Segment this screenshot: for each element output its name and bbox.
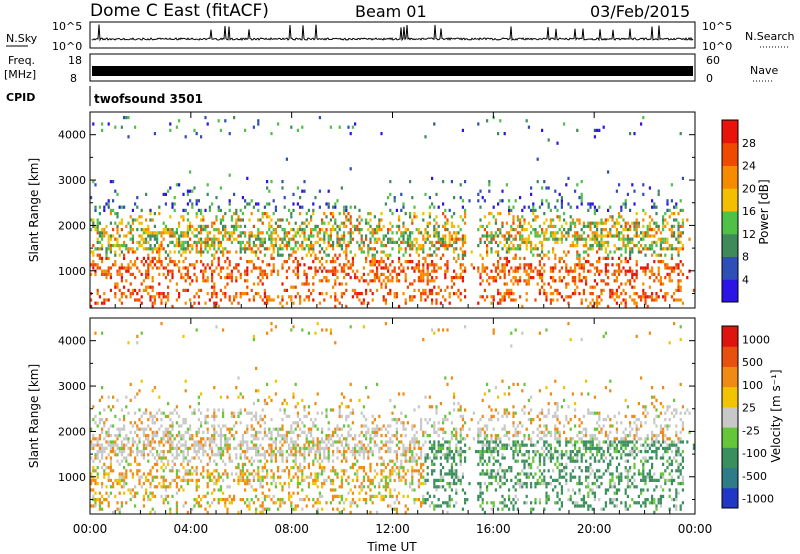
power-ylabel: Slant Range [km] xyxy=(27,158,41,262)
ytick-label-0-1: 2000 xyxy=(58,219,86,232)
colorbar-swatch-1-4 xyxy=(722,406,738,428)
colorbar-swatch-1-1 xyxy=(722,467,738,489)
freq-label: Freq. xyxy=(8,54,35,67)
colorbar-swatch-0-2 xyxy=(722,233,738,257)
colorbar-tick-0-2: 12 xyxy=(742,228,756,241)
colorbar-swatch-1-5 xyxy=(722,386,738,408)
cpid-label: CPID xyxy=(6,91,35,104)
ytick-label-1-2: 3000 xyxy=(58,380,86,393)
ytick-label-0-2: 3000 xyxy=(58,174,86,187)
colorbar-tick-0-0: 4 xyxy=(742,273,749,286)
ytick-label-0-0: 1000 xyxy=(58,265,86,278)
nave-tick-top: 60 xyxy=(706,54,720,67)
freq-unit: [MHz] xyxy=(4,68,36,81)
colorbar-tick-1-2: 100 xyxy=(742,379,763,392)
xtick-label-5: 20:00 xyxy=(577,522,612,536)
power-colorbar-label: Power [dB] xyxy=(757,179,771,244)
noise-tick-bottom-right: 10^0 xyxy=(702,40,732,53)
nave-label: Nave xyxy=(750,64,778,77)
colorbar-tick-0-3: 16 xyxy=(742,205,756,218)
colorbar-tick-0-4: 20 xyxy=(742,182,756,195)
freq-trace xyxy=(92,66,693,76)
noise-tick-top-right: 10^5 xyxy=(702,20,732,33)
colorbar-tick-1-3: 25 xyxy=(742,402,756,415)
noise-panel: N.Sky 10^5 10^0 10^5 10^0 N.Search xyxy=(6,20,795,53)
colorbar-swatch-0-6 xyxy=(722,142,738,166)
colorbar-tick-1-0: 1000 xyxy=(742,333,770,346)
velocity-ylabel: Slant Range [km] xyxy=(27,364,41,468)
colorbar-swatch-1-3 xyxy=(722,427,738,448)
colorbar-tick-1-7: -1000 xyxy=(742,493,774,506)
colorbar-swatch-1-7 xyxy=(722,346,738,367)
noise-tick-bottom-left: 10^0 xyxy=(52,40,82,53)
power-scatter-cells xyxy=(90,116,695,308)
colorbar-tick-1-6: -500 xyxy=(742,470,767,483)
xtick-label-0: 00:00 xyxy=(73,522,108,536)
time-axis: 00:00 04:00 08:00 12:00 16:00 20:00 00:00 xyxy=(73,112,713,536)
xtick-label-3: 12:00 xyxy=(375,522,410,536)
xtick-label-1: 04:00 xyxy=(174,522,209,536)
colorbar-swatch-1-2 xyxy=(722,447,738,469)
station-title: Dome C East (fitACF) xyxy=(90,1,269,21)
freq-tick-bottom: 8 xyxy=(70,72,77,85)
colorbar-tick-1-1: 500 xyxy=(742,356,763,369)
colorbar-tick-0-6: 28 xyxy=(742,137,756,150)
colorbar-swatch-0-7 xyxy=(722,120,738,144)
beam-title: Beam 01 xyxy=(355,2,427,21)
power-panel: 1000 2000 3000 4000 Slant Range [km] 4 8 12 16… xyxy=(27,111,771,309)
colorbar-swatch-0-0 xyxy=(722,279,738,303)
colorbar-tick-1-4: -25 xyxy=(742,424,760,437)
cpid-value: twofsound 3501 xyxy=(94,92,203,106)
colorbar-tick-1-5: -100 xyxy=(742,447,767,460)
colorbar-tick-0-1: 8 xyxy=(742,251,749,264)
noise-tick-top-left: 10^5 xyxy=(52,20,82,33)
velocity-panel: 1000 2000 3000 4000 Slant Range [km] 1000 50… xyxy=(27,317,783,515)
colorbar-swatch-1-6 xyxy=(722,366,738,388)
velocity-colorbar: 1000 500 100 25 -25 -100 -500 -1000 xyxy=(721,325,774,509)
ytick-label-1-0: 1000 xyxy=(58,471,86,484)
noise-trace xyxy=(91,24,694,42)
colorbar-swatch-0-4 xyxy=(722,188,738,212)
power-colorbar: 4 8 12 16 20 24 28 xyxy=(721,119,756,303)
xtick-label-6: 00:00 xyxy=(678,522,713,536)
velocity-scatter-cells xyxy=(90,322,695,514)
xtick-label-4: 16:00 xyxy=(476,522,511,536)
xaxis-label: Time UT xyxy=(366,540,417,554)
ytick-label-1-3: 4000 xyxy=(58,335,86,348)
colorbar-swatch-0-5 xyxy=(722,165,738,189)
date-title: 03/Feb/2015 xyxy=(590,2,690,21)
nave-tick-bottom: 0 xyxy=(706,72,713,85)
colorbar-swatch-1-0 xyxy=(722,487,738,509)
colorbar-swatch-1-8 xyxy=(722,326,738,347)
freq-panel: Freq. [MHz] 18 8 60 0 Nave xyxy=(4,53,778,85)
colorbar-swatch-0-1 xyxy=(722,256,738,280)
colorbar-swatch-0-3 xyxy=(722,211,738,235)
velocity-colorbar-label: Velocity [m s⁻¹] xyxy=(769,369,783,462)
xtick-label-2: 08:00 xyxy=(274,522,309,536)
ytick-label-0-3: 4000 xyxy=(58,129,86,142)
ytick-label-1-1: 2000 xyxy=(58,425,86,438)
nsearch-label: N.Search xyxy=(745,30,795,43)
nsky-label: N.Sky xyxy=(6,32,38,45)
colorbar-tick-0-5: 24 xyxy=(742,160,756,173)
freq-tick-top: 18 xyxy=(68,54,82,67)
